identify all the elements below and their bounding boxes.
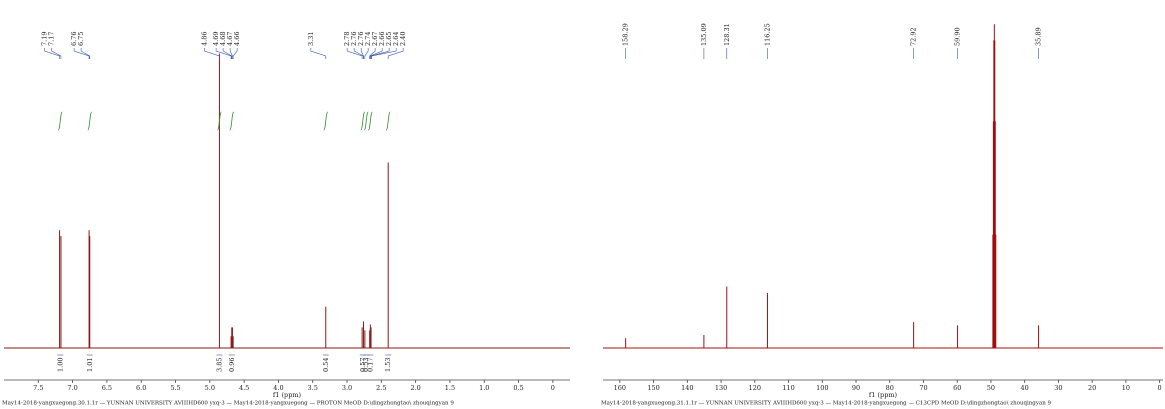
x-tick-label: 0.5 bbox=[513, 384, 523, 392]
integral-curve bbox=[386, 112, 390, 130]
x-tick-label: 1.0 bbox=[479, 384, 489, 392]
x-tick-label: 50 bbox=[987, 384, 995, 392]
peak-label: 3.31 bbox=[307, 32, 315, 46]
x-tick-label: 110 bbox=[782, 384, 794, 392]
integral-curve bbox=[88, 112, 92, 130]
x-tick-label: 30 bbox=[1054, 384, 1062, 392]
footer: May14-2018-yangxuegong.30.1.1r — YUNNAN … bbox=[2, 401, 454, 407]
peak-label-connector bbox=[365, 48, 368, 59]
peak-label: 59.90 bbox=[954, 27, 962, 46]
peak-label: 4.86 bbox=[200, 32, 208, 46]
peak-label: 7.17 bbox=[48, 32, 56, 46]
peak-label: 35.89 bbox=[1035, 27, 1043, 46]
x-axis-label: f1 (ppm) bbox=[869, 391, 898, 399]
x-tick-label: 90 bbox=[852, 384, 860, 392]
x-tick-label: 2.0 bbox=[410, 384, 420, 392]
integral-label: 1.53 bbox=[384, 358, 392, 372]
x-tick-label: 5.5 bbox=[170, 384, 180, 392]
x-tick-label: 150 bbox=[647, 384, 659, 392]
peak-label-connector bbox=[347, 48, 362, 59]
x-tick-label: 3.5 bbox=[308, 384, 318, 392]
x-tick-label: 6.0 bbox=[136, 384, 146, 392]
x-tick-label: 0 bbox=[1158, 384, 1162, 392]
x-tick-label: 6.5 bbox=[102, 384, 112, 392]
x-axis-label: f1 (ppm) bbox=[273, 391, 302, 399]
x-tick-label: 10 bbox=[1122, 384, 1130, 392]
x-tick-label: 7.0 bbox=[67, 384, 77, 392]
integral-label: 3.85 bbox=[215, 358, 223, 372]
peak-label: 4.66 bbox=[233, 32, 241, 46]
integral-label: 1.00 bbox=[56, 358, 64, 372]
x-tick-label: 60 bbox=[953, 384, 961, 392]
integral-curve bbox=[361, 112, 365, 130]
x-tick-label: 100 bbox=[816, 384, 828, 392]
peak-label-connector bbox=[216, 48, 231, 59]
x-tick-label: 5.0 bbox=[205, 384, 215, 392]
peak-label-connector bbox=[74, 48, 89, 59]
peak-label: 158.29 bbox=[622, 23, 630, 46]
integral-curve bbox=[58, 112, 62, 130]
peak-label: 135.09 bbox=[700, 23, 708, 46]
x-tick-label: 4.5 bbox=[239, 384, 249, 392]
peak-label-connector bbox=[45, 48, 60, 59]
integral-label: 1.01 bbox=[86, 358, 94, 372]
x-tick-label: 20 bbox=[1088, 384, 1096, 392]
x-tick-label: 2.5 bbox=[376, 384, 386, 392]
peak-label-connector bbox=[204, 48, 219, 59]
integral-label: 0.54 bbox=[322, 358, 330, 372]
peak-label-connector bbox=[311, 48, 326, 59]
x-tick-label: 130 bbox=[715, 384, 727, 392]
x-tick-label: 120 bbox=[749, 384, 761, 392]
integral-curve bbox=[364, 112, 368, 130]
integral-label: 0.17 bbox=[366, 358, 374, 372]
page: 7.57.06.56.05.55.04.54.03.53.02.52.01.51… bbox=[0, 0, 1165, 409]
integral-curve bbox=[324, 112, 328, 130]
integral-label: 0.96 bbox=[228, 358, 236, 372]
integral-curve bbox=[230, 112, 234, 130]
x-tick-label: 160 bbox=[614, 384, 626, 392]
peak-label: 72.92 bbox=[910, 27, 918, 46]
peak-label-connector bbox=[388, 48, 403, 59]
x-tick-label: 40 bbox=[1021, 384, 1029, 392]
x-tick-label: 0 bbox=[551, 384, 555, 392]
x-tick-label: 1.5 bbox=[445, 384, 455, 392]
peak-label: 2.40 bbox=[399, 32, 407, 46]
peak-label-connector bbox=[371, 48, 389, 59]
integral-curve bbox=[368, 112, 372, 130]
footer: May14-2018-yangxuegong.31.1.1r — YUNNAN … bbox=[601, 401, 1052, 407]
peak-label: 116.25 bbox=[763, 23, 771, 46]
peak-label: 6.75 bbox=[77, 32, 85, 46]
x-tick-label: 3.0 bbox=[342, 384, 352, 392]
x-tick-label: 70 bbox=[919, 384, 927, 392]
peak-label: 128.31 bbox=[723, 23, 731, 46]
x-tick-label: 140 bbox=[681, 384, 693, 392]
x-tick-label: 7.5 bbox=[33, 384, 43, 392]
peak-label-connector bbox=[233, 48, 237, 59]
